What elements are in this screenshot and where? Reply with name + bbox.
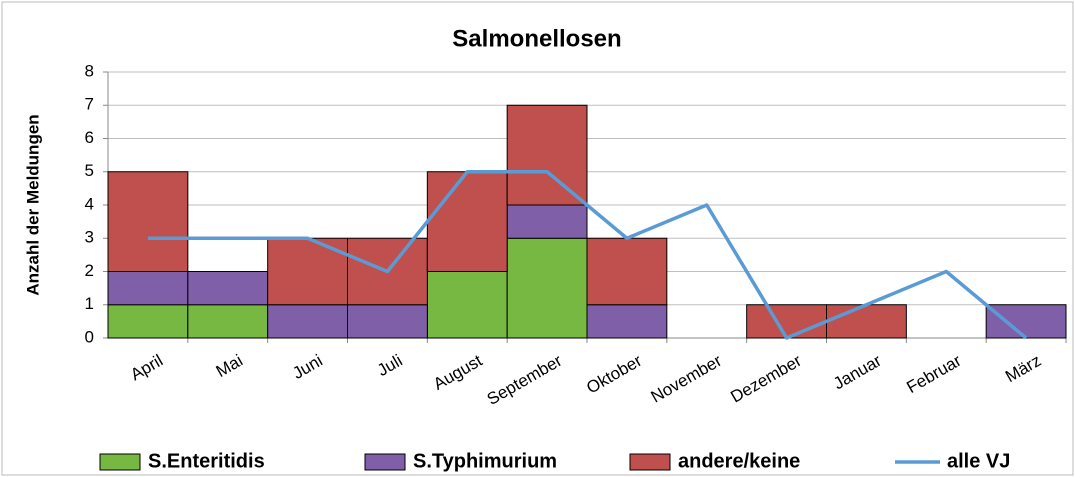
bar-segment: [586, 304, 668, 339]
bar-segment: [506, 204, 588, 239]
y-tick-label: 8: [85, 61, 94, 80]
bar-segment: [107, 304, 189, 339]
bar-segment: [426, 171, 508, 272]
y-tick-label: 0: [85, 327, 94, 346]
legend-swatch: [629, 453, 671, 471]
bar-segment: [347, 304, 428, 339]
chart-title: Salmonellosen: [452, 25, 621, 52]
bar-segment: [107, 271, 189, 306]
bar-segment: [985, 304, 1067, 339]
y-tick-label: 1: [85, 294, 94, 313]
y-axis-label: Anzahl der Meldungen: [23, 114, 42, 295]
legend-label: andere/keine: [678, 450, 800, 472]
bar-segment: [107, 171, 189, 272]
legend-label: S.Enteritidis: [148, 450, 265, 472]
legend-swatch: [99, 453, 141, 471]
y-tick-label: 7: [85, 95, 94, 114]
bar-segment: [506, 104, 588, 206]
y-tick-label: 6: [85, 128, 94, 147]
bar-segment: [267, 304, 348, 339]
bar-segment: [826, 304, 907, 339]
bar-segment: [746, 304, 828, 339]
bar-segment: [187, 271, 269, 306]
bar-segment: [506, 237, 588, 339]
bar-segment: [586, 237, 668, 306]
line-series: [147, 170, 1028, 340]
bar-segment: [187, 304, 269, 339]
bar-segment: [426, 271, 508, 339]
legend-label: S.Typhimurium: [413, 450, 557, 472]
legend-label: alle VJ: [947, 450, 1010, 472]
y-tick-label: 4: [85, 194, 94, 213]
legend-swatch: [364, 453, 406, 471]
y-tick-label: 5: [85, 161, 94, 180]
y-tick-label: 3: [85, 228, 94, 247]
y-tick-label: 2: [85, 261, 94, 280]
